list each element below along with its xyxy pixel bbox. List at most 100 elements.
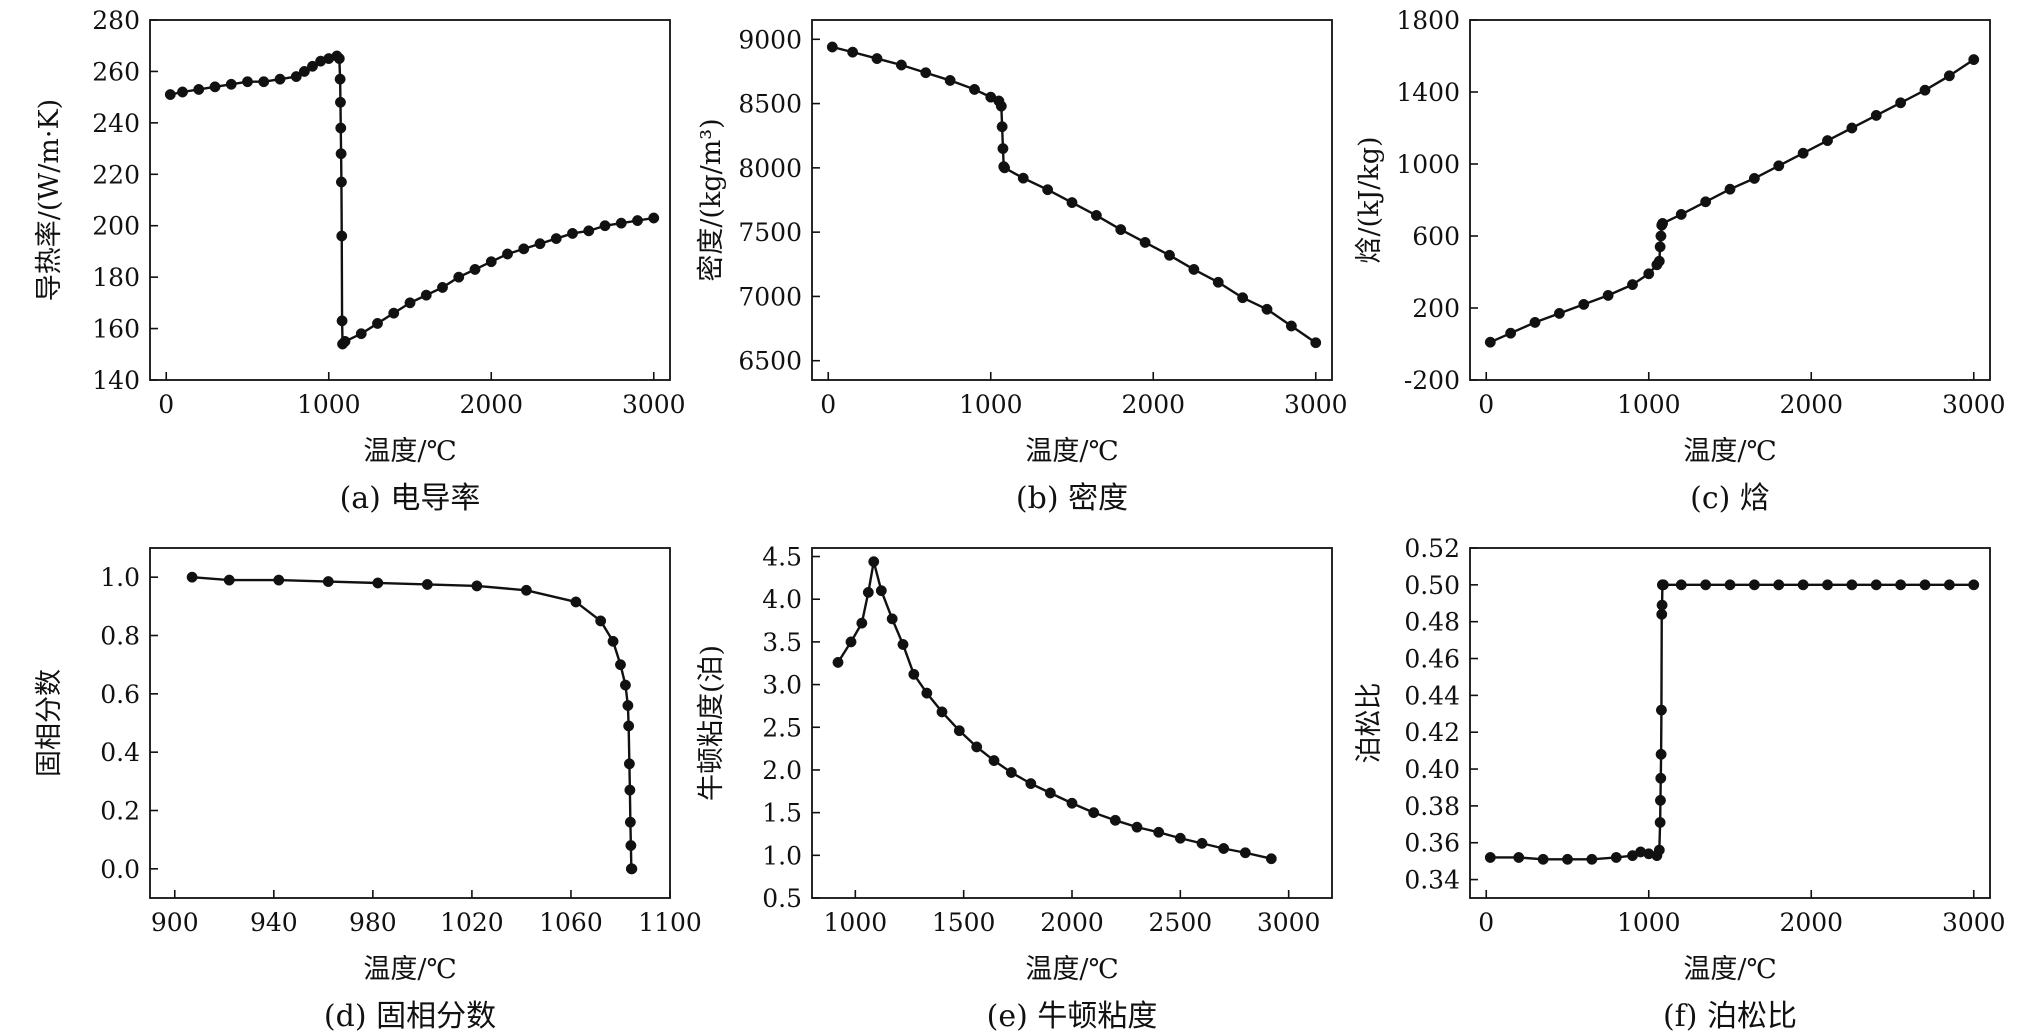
x-tick-label: 1000 (297, 390, 361, 419)
y-tick-label: 0.38 (1404, 792, 1460, 821)
data-point (1237, 292, 1249, 304)
data-point (1025, 778, 1037, 790)
data-point (583, 225, 595, 237)
x-tick-label: 1060 (539, 908, 603, 937)
y-tick-label: 140 (92, 366, 140, 395)
data-point (624, 784, 636, 796)
data-point (623, 758, 635, 770)
data-point (1968, 579, 1980, 591)
data-point (632, 215, 643, 227)
data-point (856, 617, 868, 629)
data-point (944, 74, 956, 86)
x-tick-label: 3000 (1284, 390, 1348, 419)
x-tick-label: 2000 (1779, 390, 1843, 419)
plot-frame (149, 547, 671, 899)
plot-frame (811, 547, 1333, 899)
y-tick-label: 1000 (1396, 150, 1460, 179)
panel-caption: (e) 牛顿粘度 (987, 999, 1158, 1033)
data-point (1655, 704, 1667, 716)
data-point (995, 100, 1007, 112)
data-point (1655, 772, 1667, 784)
x-tick-label: 2000 (1779, 908, 1843, 937)
data-point (599, 220, 611, 232)
y-tick-label: 0.42 (1404, 718, 1460, 747)
x-tick-label: 1000 (1617, 908, 1681, 937)
data-point (335, 122, 347, 134)
data-point (626, 863, 638, 875)
data-point (1919, 84, 1931, 96)
panel-caption: (c) 焓 (1690, 481, 1770, 516)
data-point (453, 271, 465, 283)
y-tick-label: 8500 (738, 90, 802, 119)
data-point (1537, 853, 1549, 865)
data-point (1484, 852, 1496, 863)
x-tick-label: 2000 (459, 390, 523, 419)
data-point (388, 307, 400, 319)
y-tick-label: 0.5 (762, 884, 802, 913)
y-tick-label: 0.6 (100, 680, 140, 709)
data-point (1610, 852, 1622, 863)
data-point (1174, 832, 1186, 844)
data-point (1773, 160, 1785, 172)
data-point (298, 65, 310, 77)
x-axis-title: 温度/℃ (1683, 436, 1776, 467)
data-point (1044, 787, 1056, 799)
panel-d-solid-fraction-chart: 900 940 980 1020 1060 1100 0.0 0.2 0.4 0.6 0.8 1.0 温… (34, 547, 702, 1033)
data-point (334, 73, 346, 85)
y-axis-title: 导热率/(W/m·K) (34, 99, 65, 301)
data-point (335, 176, 347, 188)
data-point (164, 89, 176, 101)
data-point (1005, 767, 1017, 778)
x-tick-label: 1000 (1617, 390, 1681, 419)
data-point (1655, 230, 1667, 242)
data-point (225, 78, 237, 90)
data-point (404, 297, 416, 309)
data-point (1748, 172, 1760, 184)
data-point (1653, 844, 1665, 856)
data-point (322, 576, 334, 587)
x-axis-title: 温度/℃ (1025, 436, 1118, 467)
data-point (421, 579, 433, 590)
panel-caption: (a) 电导率 (340, 481, 481, 516)
data-point (1656, 599, 1668, 611)
y-tick-label: 0.8 (100, 622, 140, 651)
data-point (615, 659, 626, 671)
y-tick-label: 0.0 (100, 855, 140, 884)
x-tick-label: 900 (151, 908, 199, 937)
y-tick-label: 7000 (738, 282, 802, 311)
x-tick-label: 2000 (1121, 390, 1185, 419)
series-line (836, 560, 1272, 860)
data-point (258, 76, 270, 88)
data-point (437, 281, 448, 293)
data-point (355, 328, 367, 340)
data-point (1655, 794, 1666, 806)
data-point (619, 679, 631, 691)
x-axis-title: 温度/℃ (363, 954, 456, 985)
data-point (1943, 70, 1955, 82)
y-tick-label: 600 (1412, 222, 1460, 251)
data-point (971, 741, 983, 753)
data-point (1586, 853, 1598, 865)
y-tick-label: 8000 (738, 154, 802, 183)
y-axis-title: 固相分数 (34, 669, 65, 777)
data-point (290, 71, 302, 83)
panel-e-newtonian-viscosity-chart: 1000 1500 2000 2500 3000 0.5 1.0 1.5 2.0 2.5 3.0 3.… (696, 543, 1333, 1033)
data-point (372, 317, 383, 329)
y-tick-label: 0.40 (1404, 755, 1460, 784)
data-point (1090, 209, 1102, 221)
data-point (242, 76, 253, 88)
data-point (372, 577, 384, 589)
data-point (335, 148, 347, 160)
data-point (1846, 122, 1858, 134)
data-point (1675, 208, 1687, 220)
panel-f-poisson-ratio-chart: 0 1000 2000 3000 0.34 0.36 0.38 0.40 0.42 0.44 0.4… (1354, 534, 2006, 1033)
data-point (936, 706, 948, 718)
plot-frame (1469, 547, 1991, 899)
data-point (1943, 579, 1955, 591)
panel-caption: (f) 泊松比 (1663, 999, 1797, 1033)
plot-frame (149, 19, 671, 381)
data-point (615, 217, 627, 229)
data-point (223, 574, 235, 586)
x-tick-label: 3000 (622, 390, 686, 419)
data-point (622, 700, 634, 711)
